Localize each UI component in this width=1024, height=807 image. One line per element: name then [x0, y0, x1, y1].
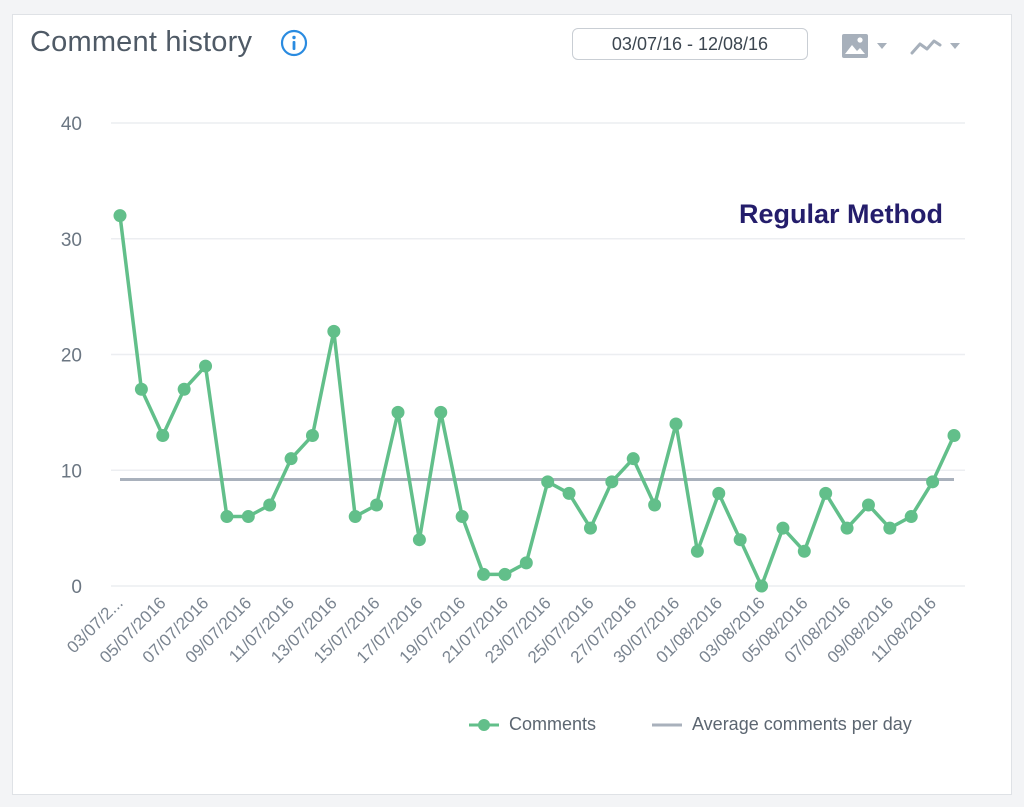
- legend-item-average[interactable]: Average comments per day: [652, 714, 912, 735]
- data-point: [690, 544, 704, 558]
- data-point: [177, 382, 191, 396]
- data-point: [434, 405, 448, 419]
- y-axis-ticks: 0 10 20 30 40: [61, 114, 82, 598]
- data-point: [199, 359, 213, 373]
- data-point: [755, 579, 769, 593]
- y-tick-label: 20: [61, 346, 82, 367]
- data-point: [220, 510, 234, 524]
- chevron-down-icon: [877, 43, 887, 49]
- y-tick-label: 10: [61, 461, 82, 482]
- y-tick-label: 0: [71, 577, 82, 598]
- data-point: [541, 475, 555, 489]
- x-axis-ticks: 03/07/2...05/07/201607/07/201609/07/2016…: [63, 593, 940, 667]
- data-point: [370, 498, 384, 512]
- legend-label-average: Average comments per day: [692, 714, 912, 734]
- data-point: [391, 405, 405, 419]
- data-point: [241, 510, 255, 524]
- image-export-menu[interactable]: [841, 32, 887, 60]
- comments-series: [113, 209, 961, 593]
- chart-title: Comment history: [30, 26, 253, 58]
- data-point: [926, 475, 940, 489]
- image-icon: [841, 33, 869, 59]
- data-point: [797, 544, 811, 558]
- legend-label-comments: Comments: [509, 714, 597, 734]
- data-point: [605, 475, 619, 489]
- grid-lines: [111, 122, 965, 587]
- data-point: [733, 533, 747, 547]
- chart-annotation: Regular Method: [739, 199, 943, 229]
- data-point: [348, 510, 362, 524]
- data-point: [284, 452, 298, 466]
- data-point: [327, 324, 341, 338]
- data-point: [498, 567, 512, 581]
- comments-line: [118, 215, 956, 588]
- data-point: [305, 429, 319, 443]
- data-point: [840, 521, 854, 535]
- line-chart-icon: [910, 36, 942, 56]
- data-point: [947, 429, 961, 443]
- data-point: [904, 510, 918, 524]
- data-point: [861, 498, 875, 512]
- data-point: [263, 498, 277, 512]
- chart-type-menu[interactable]: [910, 32, 960, 60]
- data-point: [562, 486, 576, 500]
- data-point: [455, 510, 469, 524]
- data-point: [583, 521, 597, 535]
- data-point: [134, 382, 148, 396]
- data-point: [819, 486, 833, 500]
- y-tick-label: 40: [61, 114, 82, 135]
- data-point: [669, 417, 683, 431]
- legend-marker-average: [652, 723, 682, 726]
- data-point: [477, 567, 491, 581]
- data-point: [113, 209, 127, 223]
- data-point: [648, 498, 662, 512]
- data-point: [626, 452, 640, 466]
- y-tick-label: 30: [61, 230, 82, 251]
- data-point: [156, 429, 170, 443]
- date-range-picker[interactable]: 03/07/16 - 12/08/16: [572, 28, 808, 60]
- data-point: [519, 556, 533, 570]
- legend-marker-comments: [469, 718, 499, 731]
- data-point: [776, 521, 790, 535]
- data-point: [883, 521, 897, 535]
- data-point: [712, 486, 726, 500]
- legend-item-comments[interactable]: Comments: [469, 714, 596, 735]
- chevron-down-icon: [950, 43, 960, 49]
- data-point: [412, 533, 426, 547]
- info-icon[interactable]: [280, 29, 308, 57]
